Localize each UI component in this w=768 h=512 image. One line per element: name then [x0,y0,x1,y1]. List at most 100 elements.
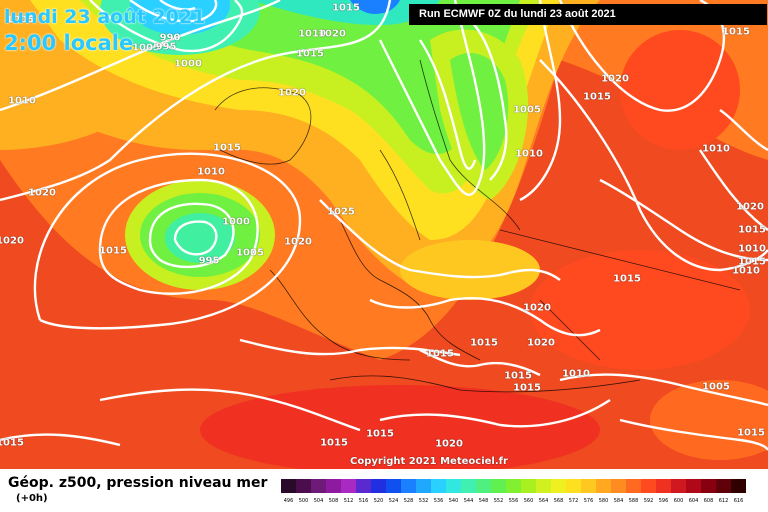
color-scale-swatch [671,479,686,493]
run-info-banner: Run ECMWF 0Z du lundi 23 août 2021 [409,4,767,25]
legend-title: Géop. z500, pression niveau mer [8,475,268,491]
isobar-label: 1010 [702,143,730,155]
color-scale-label: 500 [298,498,309,504]
color-scale-swatch [311,479,326,493]
isobar-label: 1015 [0,437,24,449]
color-scale-label: 608 [703,498,714,504]
isobar-label: 1015 [504,370,532,382]
isobar-label: 1020 [523,302,551,314]
color-scale-swatch [446,479,461,493]
isobar-label: 1015 [296,48,324,60]
color-scale-swatch [491,479,506,493]
color-scale [281,479,746,493]
isobar-label: 1015 [470,337,498,349]
isobar-label: 1005 [513,104,541,116]
color-scale-label: 560 [523,498,534,504]
isobar-label: 1020 [28,187,56,199]
color-scale-swatch [521,479,536,493]
color-scale-swatch [566,479,581,493]
isobar-label: 990 [159,32,181,44]
date-title: lundi 23 août 2021 [4,6,206,28]
color-scale-label: 588 [628,498,639,504]
color-scale-label: 520 [373,498,384,504]
isobar-label: 1015 [583,91,611,103]
isobar-label: 1020 [284,236,312,248]
color-scale-label: 612 [718,498,729,504]
isobar-label: 1010 [197,166,225,178]
color-scale-swatch [701,479,716,493]
color-scale-label: 504 [313,498,324,504]
color-scale-label: 592 [643,498,654,504]
color-scale-swatch [506,479,521,493]
isobar-label: 1020 [278,87,306,99]
color-scale-swatch [371,479,386,493]
color-scale-label: 576 [583,498,594,504]
color-scale-label: 596 [658,498,669,504]
copyright-text: Copyright 2021 Meteociel.fr [350,456,508,467]
legend-subtitle: (+0h) [16,493,48,504]
color-scale-label: 528 [403,498,414,504]
color-scale-label: 600 [673,498,684,504]
isobar-label: 1015 [99,245,127,257]
color-scale-swatch [416,479,431,493]
color-scale-label: 604 [688,498,699,504]
isobar-label: 1020 [601,73,629,85]
color-scale-swatch [731,479,746,493]
weather-map: 1015 1005 990 995 1000 1010 1020 1015 10… [0,0,768,469]
color-scale-swatch [326,479,341,493]
color-scale-label: 556 [508,498,519,504]
isobar-label: 1015 [320,437,348,449]
isobar-label: 995 [155,41,177,53]
isobar-label: 1010 [515,148,543,160]
isobar-label: 1005 [702,381,730,393]
isobar-label: 1010 [562,368,590,380]
color-scale-swatch [596,479,611,493]
color-scale-label: 568 [553,498,564,504]
color-scale-label: 524 [388,498,399,504]
isobar-label: 1005 [132,42,160,54]
isobar-label: 1015 [426,348,454,360]
time-title: 2:00 locale [4,31,134,55]
legend-panel: Géop. z500, pression niveau mer (+0h) 49… [0,469,768,512]
isobar-label: 1010 [8,95,36,107]
isobar-label: 1015 [613,273,641,285]
color-scale-swatch [581,479,596,493]
color-scale-swatch [536,479,551,493]
color-scale-label: 544 [463,498,474,504]
color-scale-swatch [626,479,641,493]
color-scale-swatch [476,479,491,493]
color-scale-swatch [356,479,371,493]
color-scale-label: 512 [343,498,354,504]
color-scale-swatch [431,479,446,493]
color-scale-swatch [401,479,416,493]
color-scale-swatch [461,479,476,493]
color-scale-label: 536 [433,498,444,504]
isobar-label: 1000 [222,216,250,228]
isobar-label: 1005 [236,247,264,259]
isobar-label: 1015 [722,26,750,38]
isobar-label: 1015 [366,428,394,440]
color-scale-swatch [386,479,401,493]
color-scale-swatch [686,479,701,493]
isobar-label: 1020 [0,235,24,247]
isobar-label: 1005 [6,14,34,26]
isobar-label: 1015 [737,427,765,439]
color-scale-label: 532 [418,498,429,504]
isobar-label: 995 [198,255,220,267]
color-scale-swatch [641,479,656,493]
isobar-label: 1010 [732,265,760,277]
color-scale-label: 552 [493,498,504,504]
isobar-label: 1010 [298,28,326,40]
geopotential-field [0,0,768,469]
color-scale-label: 496 [283,498,294,504]
isobar-label: 1015 [738,224,766,236]
color-scale-label: 564 [538,498,549,504]
isobar-label: 1015 [213,142,241,154]
color-scale-label: 616 [733,498,744,504]
isobar-label: 1000 [174,58,202,70]
color-scale-swatch [611,479,626,493]
color-scale-label: 508 [328,498,339,504]
color-scale-label: 540 [448,498,459,504]
isobar-label: 1015 [738,256,766,268]
color-scale-label: 548 [478,498,489,504]
